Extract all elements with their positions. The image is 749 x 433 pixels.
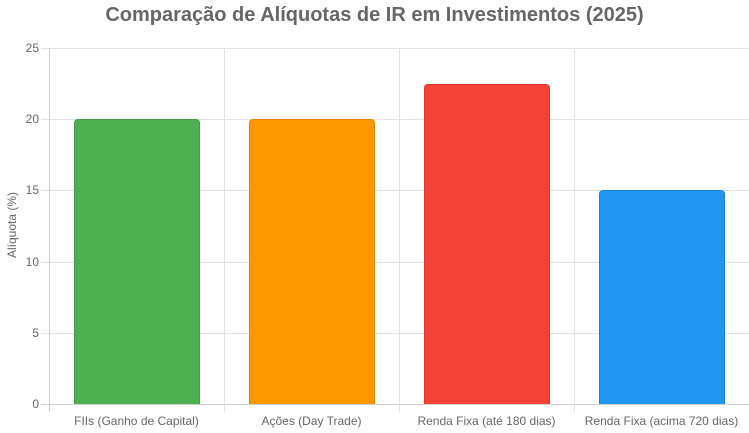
y-tick: 0 <box>32 397 39 411</box>
x-tick: Ações (Day Trade) <box>261 414 362 428</box>
x-axis-line <box>41 404 749 405</box>
vgridline <box>399 48 400 412</box>
gridline-10 <box>41 262 749 263</box>
plot-area: 0 5 10 15 20 25 FIIs (Ganho de Capital) … <box>26 41 749 428</box>
x-tick: Renda Fixa (acima 720 dias) <box>584 414 739 428</box>
bar-fiis[interactable] <box>73 119 200 404</box>
y-tick: 20 <box>25 112 39 126</box>
gridline-5 <box>41 333 749 334</box>
vgridline <box>224 48 225 412</box>
y-tick: 5 <box>32 326 39 340</box>
y-tick: 10 <box>25 255 39 269</box>
y-axis-label: Alíquota (%) <box>5 191 19 259</box>
bar-renda-fixa-acima-720[interactable] <box>598 190 725 404</box>
y-axis-line <box>49 48 50 412</box>
x-tick: Renda Fixa (até 180 dias) <box>417 414 556 428</box>
y-tick: 25 <box>25 41 39 55</box>
gridline-20 <box>41 119 749 120</box>
vgridline <box>574 48 575 412</box>
gridline-15 <box>41 190 749 191</box>
bar-renda-fixa-ate-180[interactable] <box>423 83 550 404</box>
gridline-25 <box>41 48 749 49</box>
bar-acoes-day-trade[interactable] <box>248 119 375 404</box>
chart-title: Comparação de Alíquotas de IR em Investi… <box>105 4 644 26</box>
y-tick: 15 <box>25 183 39 197</box>
x-tick: FIIs (Ganho de Capital) <box>74 414 199 428</box>
